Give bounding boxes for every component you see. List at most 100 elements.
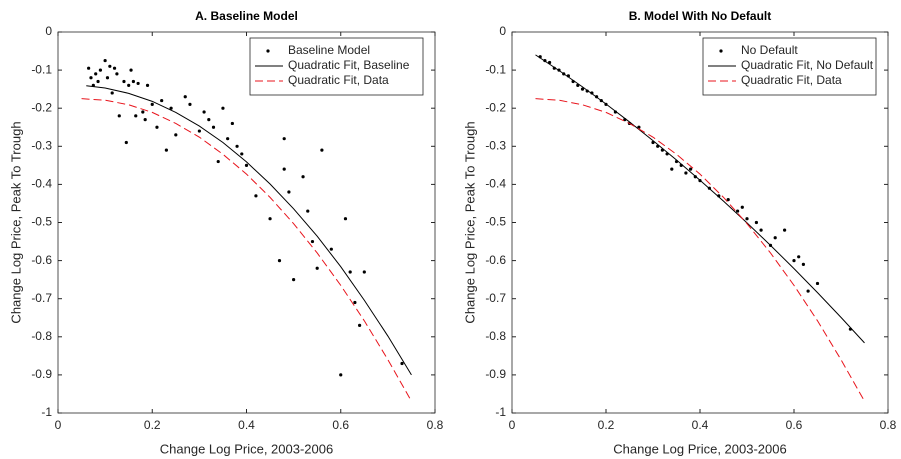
data-point: [287, 190, 291, 194]
chart-title: A. Baseline Model: [195, 9, 298, 23]
data-point: [343, 217, 348, 221]
data-point: [783, 228, 787, 232]
data-point: [202, 110, 206, 114]
data-point: [637, 125, 641, 129]
y-tick-label: -0.9: [31, 367, 52, 381]
data-point: [197, 129, 201, 133]
legend-label: Quadratic Fit, Data: [741, 73, 842, 87]
data-point: [240, 152, 244, 156]
legend-label: Quadratic Fit, Baseline: [288, 58, 410, 72]
data-point: [310, 239, 315, 244]
data-point: [124, 140, 128, 145]
x-tick-label: 0.2: [598, 418, 615, 432]
y-tick-label: -0.6: [485, 253, 506, 267]
y-tick-label: -1: [41, 405, 52, 419]
y-tick-label: -0.6: [31, 253, 52, 267]
data-point: [129, 68, 133, 72]
data-point: [358, 323, 362, 327]
data-point: [670, 167, 674, 171]
data-point: [112, 66, 117, 70]
fit-line: [86, 85, 412, 376]
data-point: [689, 167, 693, 171]
legend-label: Baseline Model: [288, 43, 370, 57]
data-point: [235, 144, 239, 148]
legend-label: Quadratic Fit, Data: [288, 73, 389, 87]
y-tick-label: -0.4: [485, 177, 506, 191]
data-point: [226, 137, 230, 141]
legend-label: Quadratic Fit, No Default: [741, 58, 874, 72]
data-point: [773, 236, 777, 240]
data-point: [221, 106, 225, 110]
data-point: [726, 198, 730, 202]
data-point: [169, 106, 173, 110]
data-point: [105, 76, 110, 80]
x-tick-label: 0.6: [786, 418, 803, 432]
data-point: [740, 205, 744, 209]
x-tick-label: 0.6: [332, 418, 349, 432]
data-point: [143, 118, 147, 122]
data-point: [136, 81, 140, 86]
data-point: [400, 361, 404, 366]
fit-line: [81, 98, 412, 402]
x-tick-label: 0.4: [692, 418, 709, 432]
y-tick-label: -0.3: [485, 138, 506, 152]
data-point: [89, 76, 93, 80]
data-point: [329, 247, 333, 251]
data-point: [282, 167, 286, 171]
y-tick-label: -0.5: [31, 215, 52, 229]
y-tick-label: -0.2: [485, 100, 506, 114]
data-point: [131, 79, 135, 84]
y-tick-label: -0.3: [31, 138, 52, 152]
data-point: [150, 102, 154, 106]
data-point: [339, 373, 343, 377]
y-tick-label: -0.2: [31, 100, 52, 114]
data-point: [320, 148, 324, 152]
data-point: [216, 159, 220, 164]
y-tick-label: -0.1: [485, 62, 506, 76]
y-tick-label: 0: [45, 24, 52, 38]
data-point: [87, 66, 91, 70]
y-tick-label: -0.8: [485, 329, 506, 343]
data-point: [207, 118, 211, 122]
data-point: [759, 228, 763, 232]
data-point: [164, 148, 168, 152]
plot-area: [57, 31, 436, 414]
y-tick-label: -0.7: [31, 291, 52, 305]
data-point: [684, 171, 688, 175]
data-point: [268, 217, 272, 221]
x-axis-label: Change Log Price, 2003-2006: [160, 441, 333, 456]
data-point: [134, 114, 138, 118]
data-point: [282, 137, 286, 141]
data-point: [115, 72, 119, 76]
x-tick-label: 0.4: [238, 418, 255, 432]
data-point: [108, 64, 112, 68]
data-point: [188, 102, 192, 106]
data-point: [736, 209, 740, 213]
data-point: [127, 83, 131, 87]
data-point: [122, 79, 126, 84]
y-tick-label: -0.5: [485, 215, 506, 229]
legend-label: No Default: [741, 43, 798, 57]
data-point: [110, 91, 114, 95]
data-point: [801, 262, 806, 267]
data-point: [160, 98, 164, 103]
data-point: [754, 220, 759, 225]
data-point: [362, 270, 366, 274]
data-point: [141, 110, 145, 114]
data-point: [353, 300, 357, 305]
data-point: [145, 83, 150, 87]
y-tick-label: -0.9: [485, 367, 506, 381]
data-point: [244, 163, 249, 167]
data-point: [117, 114, 121, 118]
y-axis-label: Change Log Price, Peak To Trough: [8, 121, 23, 323]
y-tick-label: -0.1: [31, 62, 52, 76]
data-point: [315, 266, 319, 270]
y-tick-label: -0.4: [31, 177, 52, 191]
data-point: [254, 194, 258, 198]
data-point: [306, 209, 310, 213]
data-point: [277, 259, 282, 263]
data-point: [301, 175, 305, 179]
data-point: [797, 255, 801, 259]
data-point: [348, 270, 352, 274]
